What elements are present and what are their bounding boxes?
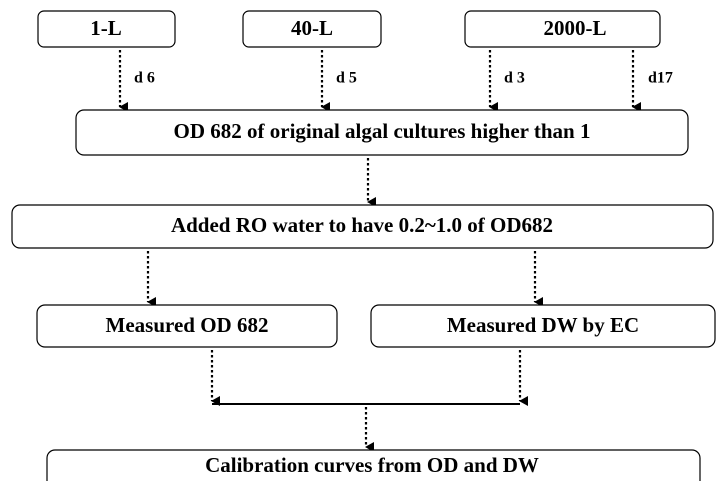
box-label: 1-L: [90, 16, 122, 40]
box: [11, 204, 714, 249]
box-label: 40-L: [291, 16, 333, 40]
box: [36, 304, 338, 348]
box: [75, 109, 689, 156]
edge-label: d 3: [504, 70, 525, 87]
box: [464, 10, 661, 48]
box-label: Measured OD 682: [106, 313, 269, 337]
edge-label: d17: [648, 70, 673, 87]
box-label: OD 682 of original algal cultures higher…: [174, 119, 591, 143]
box-label: Added RO water to have 0.2~1.0 of OD682: [171, 213, 553, 237]
box-label: 2000-L: [544, 16, 607, 40]
box: [46, 449, 701, 481]
edge-label: d 6: [134, 70, 155, 87]
box: [242, 10, 382, 48]
box: [370, 304, 716, 348]
edge-label: d 5: [336, 70, 357, 87]
box-label: Calibration curves from OD and DW: [205, 453, 539, 477]
box-label: Measured DW by EC: [447, 313, 639, 337]
box: [37, 10, 176, 48]
